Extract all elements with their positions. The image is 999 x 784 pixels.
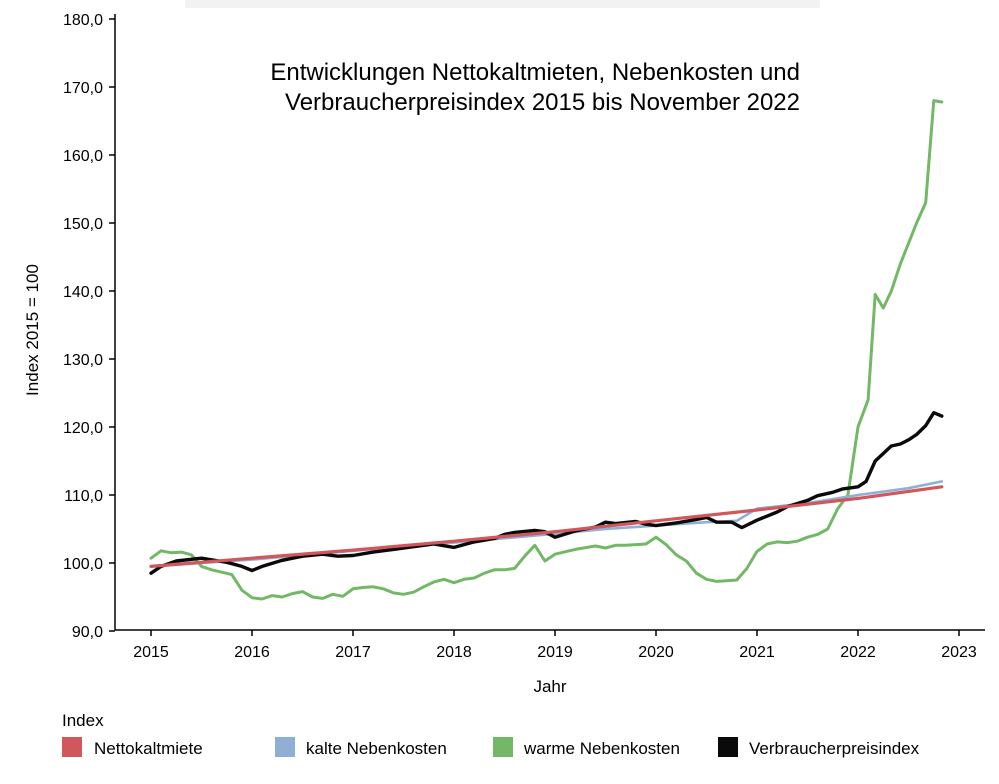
- x-tick-label: 2021: [739, 644, 775, 661]
- x-tick-label: 2016: [234, 644, 270, 661]
- series-line-warme-nebenkosten: [149, 99, 944, 601]
- legend-label-warme-nebenkosten: warme Nebenkosten: [523, 739, 680, 758]
- y-tick-label: 90,0: [72, 624, 103, 641]
- y-ticks: 90,0 100,0 110,0 120,0 130,0 140,0 150,0 160,0 1…: [63, 12, 115, 641]
- y-tick-label: 170,0: [63, 80, 103, 97]
- x-tick-label: 2015: [133, 644, 169, 661]
- x-tick-label: 2022: [840, 644, 876, 661]
- top-band: [185, 0, 820, 8]
- x-tick-label: 2020: [638, 644, 674, 661]
- y-tick-label: 150,0: [63, 216, 103, 233]
- legend-swatch-warme-nebenkosten: [493, 737, 513, 757]
- series-line-verbraucherpreisindex: [149, 411, 944, 575]
- legend-title: Index: [62, 711, 104, 730]
- y-tick-label: 140,0: [63, 284, 103, 301]
- x-tick-label: 2019: [537, 644, 573, 661]
- x-tick-label: 2018: [436, 644, 472, 661]
- y-tick-label: 160,0: [63, 148, 103, 165]
- legend-label-nettokaltmiete: Nettokaltmiete: [94, 739, 203, 758]
- legend-swatch-nettokaltmiete: [62, 737, 82, 757]
- x-tick-label: 2023: [941, 644, 977, 661]
- legend-label-kalte-nebenkosten: kalte Nebenkosten: [306, 739, 447, 758]
- series-lines: [149, 99, 944, 601]
- y-axis-title: Index 2015 = 100: [23, 264, 42, 396]
- x-tick-label: 2017: [335, 644, 371, 661]
- chart-title-line-1: Entwicklungen Nettokaltmieten, Nebenkost…: [270, 59, 800, 86]
- x-axis-title: Jahr: [533, 677, 566, 696]
- y-tick-label: 120,0: [63, 420, 103, 437]
- y-tick-label: 180,0: [63, 12, 103, 29]
- y-tick-label: 110,0: [64, 488, 103, 505]
- legend-swatch-verbraucherpreisindex: [718, 737, 738, 757]
- chart-title-line-2: Verbraucherpreisindex 2015 bis November …: [285, 89, 800, 116]
- y-tick-label: 100,0: [63, 556, 103, 573]
- y-tick-label: 130,0: [63, 352, 103, 369]
- series-line-nettokaltmiete: [149, 485, 944, 569]
- x-ticks: 2015 2016 2017 2018 2019 2020 2021 2022 2023: [133, 630, 977, 661]
- legend-swatch-kalte-nebenkosten: [275, 737, 295, 757]
- legend-label-verbraucherpreisindex: Verbraucherpreisindex: [749, 739, 920, 758]
